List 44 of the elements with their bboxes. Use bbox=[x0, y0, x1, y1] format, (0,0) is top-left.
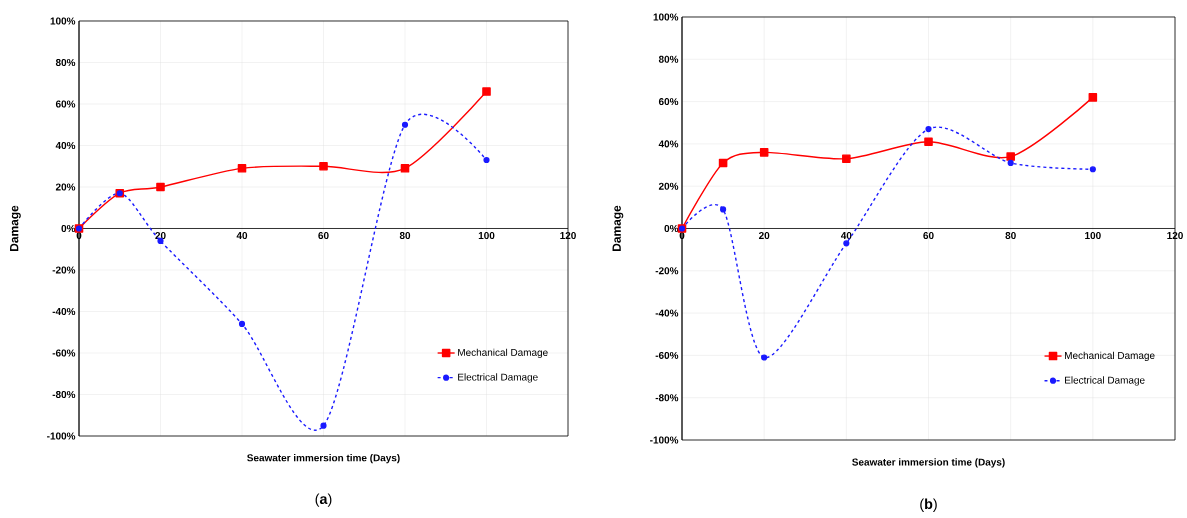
x-axis-title: Seawater immersion time (Days) bbox=[852, 458, 1005, 468]
x-tick-label: 100 bbox=[1085, 232, 1101, 240]
y-tick-label: -80% bbox=[52, 390, 76, 399]
x-tick-label: 80 bbox=[1005, 232, 1016, 240]
x-tick-label: 120 bbox=[1167, 232, 1183, 240]
y-tick-label: 20% bbox=[658, 182, 679, 190]
y-tick-label: 40% bbox=[55, 141, 76, 150]
y-tick-label: -100% bbox=[47, 432, 76, 440]
x-tick-label: 20 bbox=[155, 232, 166, 240]
y-tick-label: 20% bbox=[55, 183, 76, 191]
x-tick-label: 40 bbox=[840, 232, 852, 240]
y-tick-label: 40% bbox=[658, 140, 679, 148]
x-tick-label: 60 bbox=[318, 232, 329, 240]
x-tick-label: 120 bbox=[560, 232, 576, 240]
text: (b) bbox=[920, 498, 937, 512]
y-tick-label: -20% bbox=[52, 266, 76, 274]
legend-label: Mechanical Damage bbox=[458, 348, 548, 358]
y-tick-label: -100% bbox=[650, 436, 679, 444]
y-tick-label: 60% bbox=[658, 98, 679, 106]
y-axis-title: Damage bbox=[10, 205, 21, 251]
y-tick-label: -20% bbox=[655, 267, 679, 275]
y-tick-label: 80% bbox=[658, 55, 679, 63]
y-tick-label: -80% bbox=[655, 394, 679, 402]
y-tick-label: 100% bbox=[653, 13, 679, 21]
y-tick-label: -60% bbox=[52, 349, 76, 357]
y-tick-label: 60% bbox=[55, 100, 76, 108]
y-tick-label: 80% bbox=[55, 58, 76, 67]
y-tick-label: -40% bbox=[655, 309, 679, 317]
y-tick-label: 0% bbox=[664, 224, 679, 233]
text: (a) bbox=[315, 493, 332, 507]
x-tick-label: 40 bbox=[236, 232, 248, 240]
y-axis-title: Damage bbox=[612, 205, 624, 251]
legend-label: Mechanical Damage bbox=[1065, 351, 1155, 361]
y-tick-label: -40% bbox=[52, 307, 76, 316]
legend-label: Electrical Damage bbox=[458, 373, 538, 383]
x-tick-label: 60 bbox=[923, 232, 934, 240]
x-tick-label: 20 bbox=[758, 232, 770, 240]
x-tick-label: 100 bbox=[478, 232, 495, 240]
y-tick-label: -60% bbox=[655, 351, 679, 359]
legend-label: Electrical Damage bbox=[1065, 376, 1145, 386]
x-tick-label: 80 bbox=[399, 232, 411, 240]
y-tick-label: 0% bbox=[61, 224, 76, 233]
y-tick-label: 100% bbox=[50, 17, 76, 25]
x-axis-title: Seawater immersion time (Days) bbox=[247, 454, 400, 464]
